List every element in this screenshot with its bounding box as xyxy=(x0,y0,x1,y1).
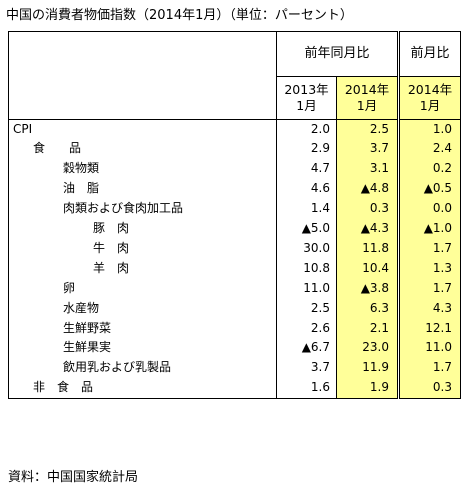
value-2014: 0.3 xyxy=(336,199,400,220)
value-mom: 11.0 xyxy=(398,338,461,359)
header-2014-year: 2014年 xyxy=(344,81,390,97)
cpi-table: 前年同月比 前月比 2013年 1月 2014年 1月 2014年 1月 CPI… xyxy=(8,31,461,400)
value-2013: ▲6.7 xyxy=(301,340,330,355)
source-note: 資料：中国国家統計局 xyxy=(8,470,139,485)
value-mom: 0.3 xyxy=(398,378,461,400)
value-2013: 2.0 xyxy=(310,121,330,136)
value-2013: 4.6 xyxy=(310,181,330,196)
header-2013-jan: 2013年 1月 xyxy=(276,76,337,120)
value-mom: 12.1 xyxy=(398,318,461,339)
value-2013: 2.6 xyxy=(310,320,330,335)
header-2013-year: 2013年 xyxy=(284,81,329,97)
table-row: CPI 2.0 2.5 1.0 xyxy=(8,119,461,140)
row-label: 生鮮野菜 xyxy=(8,318,277,339)
table-row: 牛 肉 30.0 11.8 1.7 xyxy=(8,238,461,259)
value-mom: 1.3 xyxy=(398,258,461,279)
row-label: CPI xyxy=(8,119,277,140)
value-2014: 3.7 xyxy=(336,139,400,160)
value-2013: 1.4 xyxy=(310,201,330,216)
value-2014: 11.8 xyxy=(336,238,400,259)
value-2014: 2.5 xyxy=(336,119,400,140)
row-label: 油 脂 xyxy=(8,179,277,200)
table-title: 中国の消費者物価指数（2014年1月）（単位：パーセント） xyxy=(6,8,353,23)
header-2013-month: 1月 xyxy=(296,97,317,113)
value-mom: ▲1.0 xyxy=(398,219,461,239)
row-label: 生鮮果実 xyxy=(8,338,277,359)
header-mom-month: 1月 xyxy=(419,97,441,113)
value-2013: 30.0 xyxy=(303,240,330,255)
value-mom: 4.3 xyxy=(398,298,461,319)
header-mom-year: 2014年 xyxy=(407,81,453,97)
table-row: 油 脂 4.6 ▲4.8 ▲0.5 xyxy=(8,179,461,200)
header-2014-month: 1月 xyxy=(356,97,378,113)
value-2013: ▲5.0 xyxy=(301,221,330,236)
value-mom: 0.2 xyxy=(398,159,461,180)
row-label: 水産物 xyxy=(8,298,277,319)
table-row: 飲用乳および乳製品 3.7 11.9 1.7 xyxy=(8,358,461,379)
table-row: 肉類および食肉加工品 1.4 0.3 0.0 xyxy=(8,199,461,220)
row-label: 飲用乳および乳製品 xyxy=(8,358,277,379)
header-mom-group: 前月比 xyxy=(398,31,461,77)
row-label: 穀物類 xyxy=(8,159,277,180)
row-label: 非 食 品 xyxy=(8,378,277,400)
value-2013: 4.7 xyxy=(310,161,330,176)
value-mom: 1.7 xyxy=(398,278,461,299)
header-2014-jan: 2014年 1月 xyxy=(336,76,400,120)
value-mom: 1.7 xyxy=(398,358,461,379)
header-row-periods: 2013年 1月 2014年 1月 2014年 1月 xyxy=(8,76,461,120)
table-row: 卵 11.0 ▲3.8 1.7 xyxy=(8,278,461,299)
row-label: 牛 肉 xyxy=(8,238,277,259)
header-blank-2 xyxy=(8,76,277,120)
row-label: 豚 肉 xyxy=(8,219,277,239)
row-label: 羊 肉 xyxy=(8,258,277,279)
header-blank xyxy=(8,31,277,77)
row-label: 食 品 xyxy=(8,139,277,160)
table-row: 穀物類 4.7 3.1 0.2 xyxy=(8,159,461,180)
value-2014: 3.1 xyxy=(336,159,400,180)
value-2014: 10.4 xyxy=(336,258,400,279)
value-2014: 1.9 xyxy=(336,378,400,400)
value-mom: ▲0.5 xyxy=(398,179,461,200)
table-row: 水産物 2.5 6.3 4.3 xyxy=(8,298,461,319)
table-row: 生鮮野菜 2.6 2.1 12.1 xyxy=(8,318,461,339)
value-2013: 11.0 xyxy=(303,280,330,295)
value-2013: 3.7 xyxy=(310,360,330,375)
value-2014: 11.9 xyxy=(336,358,400,379)
header-mom-2014-jan: 2014年 1月 xyxy=(398,76,461,120)
table-row: 非 食 品 1.6 1.9 0.3 xyxy=(8,378,461,400)
value-2013: 10.8 xyxy=(303,260,330,275)
table-row: 食 品 2.9 3.7 2.4 xyxy=(8,139,461,160)
row-label: 肉類および食肉加工品 xyxy=(8,199,277,220)
value-2014: 2.1 xyxy=(336,318,400,339)
header-row-groups: 前年同月比 前月比 xyxy=(8,31,461,77)
value-2014: ▲4.8 xyxy=(336,179,400,200)
table-row: 豚 肉 ▲5.0 ▲4.3 ▲1.0 xyxy=(8,219,461,239)
value-mom: 1.0 xyxy=(398,119,461,140)
row-label: 卵 xyxy=(8,278,277,299)
value-2014: ▲3.8 xyxy=(336,278,400,299)
value-2013: 1.6 xyxy=(276,378,337,400)
table-row: 羊 肉 10.8 10.4 1.3 xyxy=(8,258,461,279)
value-2013: 2.5 xyxy=(310,300,330,315)
value-2014: 6.3 xyxy=(336,298,400,319)
value-mom: 0.0 xyxy=(398,199,461,220)
value-mom: 1.7 xyxy=(398,238,461,259)
value-mom: 2.4 xyxy=(398,139,461,160)
value-2013: 2.9 xyxy=(310,141,330,156)
header-yoy-group: 前年同月比 xyxy=(276,31,400,77)
table-row: 生鮮果実 ▲6.7 23.0 11.0 xyxy=(8,338,461,359)
value-2014: ▲4.3 xyxy=(336,219,400,239)
value-2014: 23.0 xyxy=(336,338,400,359)
